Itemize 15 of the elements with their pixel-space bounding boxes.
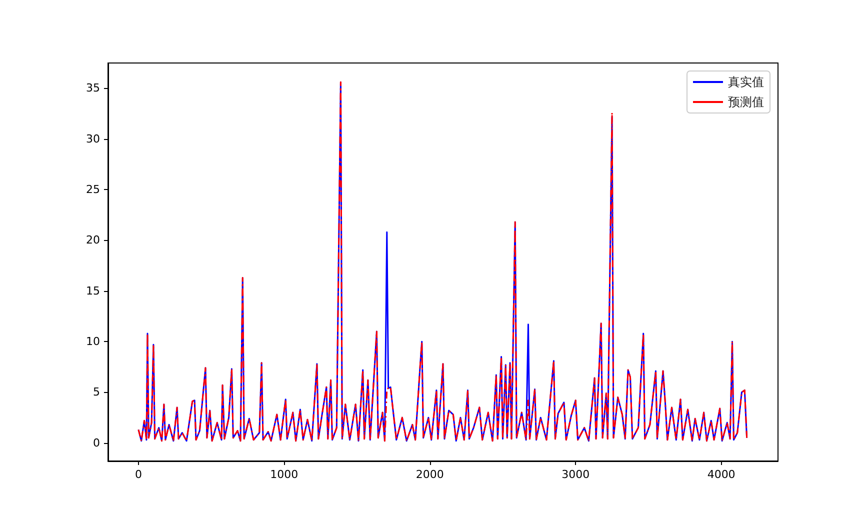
y-tick-label: 35 — [86, 82, 100, 95]
legend-label: 预测值 — [728, 95, 764, 109]
legend-label: 真实值 — [728, 75, 764, 89]
y-tick-label: 10 — [86, 335, 100, 348]
y-tick-label: 25 — [86, 183, 100, 196]
y-tick-label: 5 — [93, 386, 100, 399]
y-tick-label: 15 — [86, 284, 100, 298]
y-tick-label: 30 — [86, 132, 100, 146]
x-tick-label: 3000 — [562, 468, 590, 481]
x-tick-label: 2000 — [416, 468, 444, 481]
y-tick-label: 0 — [93, 436, 100, 450]
x-tick-label: 1000 — [270, 468, 298, 481]
x-tick-label: 4000 — [707, 468, 736, 481]
x-tick-label: 0 — [134, 468, 142, 481]
y-tick-label: 20 — [86, 234, 100, 247]
